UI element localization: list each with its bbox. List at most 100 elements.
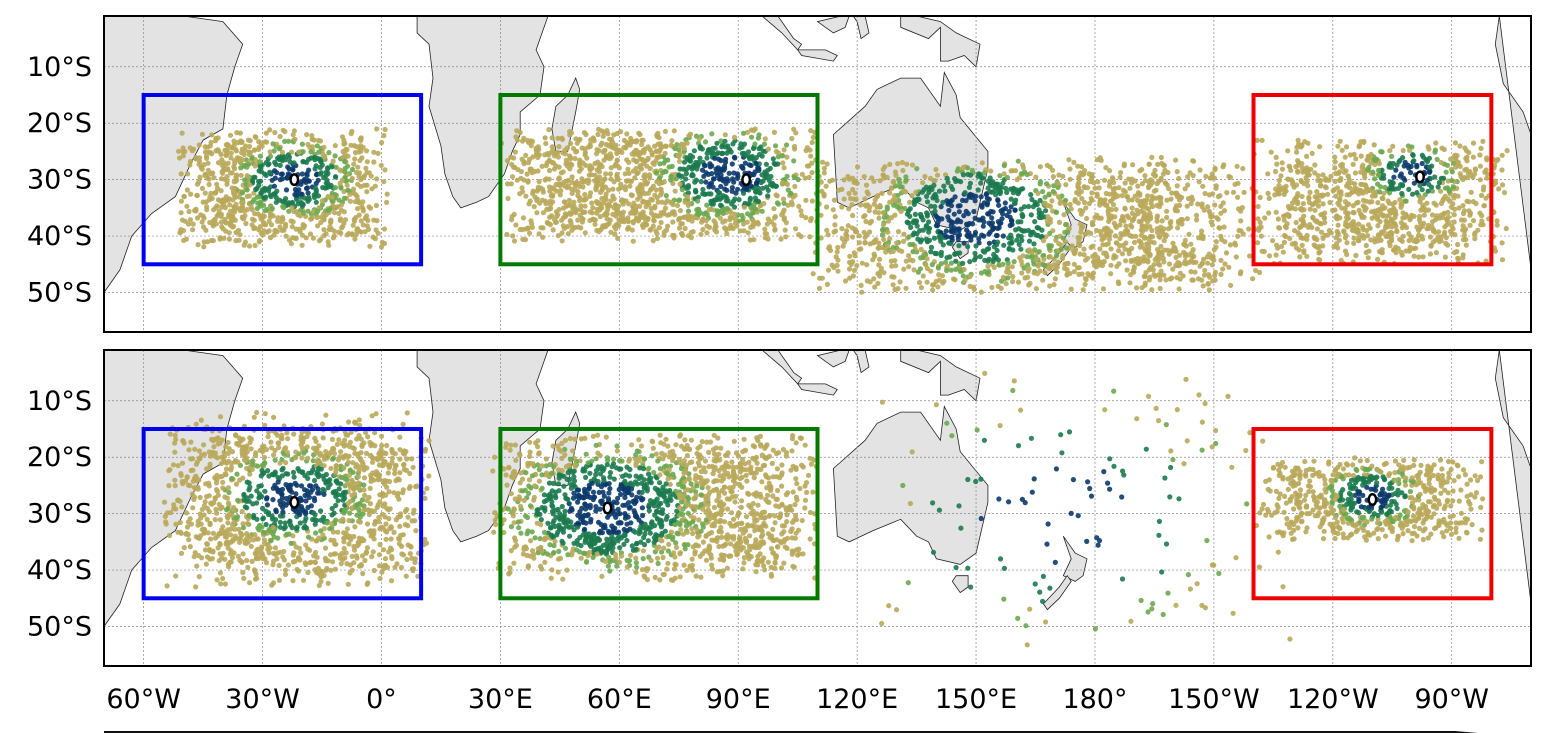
particle-dot xyxy=(583,162,589,168)
particle-dot xyxy=(256,182,262,188)
particle-dot xyxy=(260,232,266,238)
particle-dot xyxy=(605,131,611,137)
particle-dot xyxy=(1235,194,1241,200)
particle-dot xyxy=(1051,282,1057,288)
particle-dot xyxy=(1075,182,1081,188)
particle-dot xyxy=(1047,245,1053,251)
particle-dot xyxy=(1312,207,1318,213)
particle-dot xyxy=(875,271,881,277)
particle-dot xyxy=(1295,168,1301,174)
particle-dot xyxy=(1081,246,1087,252)
particle-dot xyxy=(780,153,786,159)
particle-dot xyxy=(1349,227,1355,233)
particle-dot xyxy=(546,220,552,227)
particle-dot xyxy=(548,193,554,199)
particle-dot xyxy=(1278,173,1284,179)
particle-dot xyxy=(753,160,759,166)
particle-dot xyxy=(283,233,289,239)
particle-dot xyxy=(629,227,635,233)
particle-dot xyxy=(344,147,350,153)
particle-dot xyxy=(184,187,190,193)
particle-dot xyxy=(809,160,815,166)
particle-dot xyxy=(1230,189,1237,195)
particle-dot xyxy=(993,232,1000,239)
particle-dot xyxy=(1129,245,1135,251)
particle-dot xyxy=(257,163,263,169)
particle-dot xyxy=(216,148,222,154)
particle-dot xyxy=(935,265,942,271)
particle-dot xyxy=(1043,208,1049,214)
particle-dot xyxy=(647,172,653,178)
particle-dot xyxy=(1339,161,1345,167)
particle-dot xyxy=(1202,267,1208,274)
particle-dot xyxy=(281,154,287,160)
particle-dot xyxy=(580,209,586,215)
particle-dot xyxy=(739,212,745,219)
particle-dot xyxy=(224,167,230,173)
particle-dot xyxy=(740,165,746,171)
particle-dot xyxy=(205,167,211,173)
particle-dot xyxy=(861,174,867,180)
particle-dot xyxy=(270,141,276,147)
particle-dot xyxy=(607,136,613,142)
particle-dot xyxy=(791,126,797,132)
particle-dot xyxy=(1028,232,1034,238)
particle-dot xyxy=(1272,168,1279,175)
particle-dot xyxy=(1279,243,1285,249)
particle-dot xyxy=(637,203,643,209)
particle-dot xyxy=(928,244,935,250)
particle-dot xyxy=(355,164,361,170)
particle-dot xyxy=(937,233,943,239)
particle-dot xyxy=(1065,208,1071,214)
particle-dot xyxy=(258,140,264,146)
particle-dot xyxy=(361,174,367,180)
particle-dot xyxy=(1380,203,1386,209)
particle-dot xyxy=(766,177,772,183)
particle-dot xyxy=(1211,175,1217,181)
particle-dot xyxy=(1451,195,1457,201)
particle-dot xyxy=(1379,247,1385,253)
particle-dot xyxy=(1481,203,1487,209)
particle-dot xyxy=(1407,147,1413,153)
particle-dot xyxy=(1182,186,1188,192)
particle-dot xyxy=(978,194,984,200)
particle-dot xyxy=(602,176,608,182)
particle-dot xyxy=(1019,270,1025,276)
particle-dot xyxy=(1058,199,1064,205)
particle-dot xyxy=(1406,231,1412,237)
particle-dot xyxy=(729,161,735,167)
particle-dot xyxy=(884,243,891,249)
particle-dot xyxy=(543,163,549,169)
particle-dot xyxy=(1054,269,1060,275)
particle-dot xyxy=(1317,183,1324,189)
particle-dot xyxy=(1234,163,1240,169)
particle-dot xyxy=(1276,191,1282,197)
particle-dot xyxy=(685,190,692,196)
particle-dot xyxy=(603,141,609,148)
particle-dot xyxy=(952,194,958,200)
particle-dot xyxy=(1001,242,1007,248)
particle-dot xyxy=(702,139,709,145)
particle-dot xyxy=(1461,232,1467,238)
particle-dot xyxy=(358,229,364,235)
particle-dot xyxy=(258,199,264,205)
particle-dot xyxy=(329,226,335,232)
particle-dot xyxy=(594,147,600,153)
particle-dot xyxy=(1262,215,1268,221)
particle-dot xyxy=(1076,271,1082,277)
particle-dot xyxy=(579,215,585,222)
particle-dot xyxy=(1467,222,1473,228)
particle-dot xyxy=(1097,155,1103,161)
release-point-center xyxy=(291,175,297,184)
particle-dot xyxy=(329,164,335,170)
particle-dot xyxy=(540,234,546,240)
particle-dot xyxy=(1307,206,1313,212)
particle-dot xyxy=(1436,239,1443,245)
particle-dot xyxy=(944,234,950,240)
particle-dot xyxy=(236,237,242,243)
particle-dot xyxy=(645,155,651,161)
particle-dot xyxy=(1405,162,1411,168)
particle-dot xyxy=(912,197,919,203)
particle-dot xyxy=(299,242,305,248)
